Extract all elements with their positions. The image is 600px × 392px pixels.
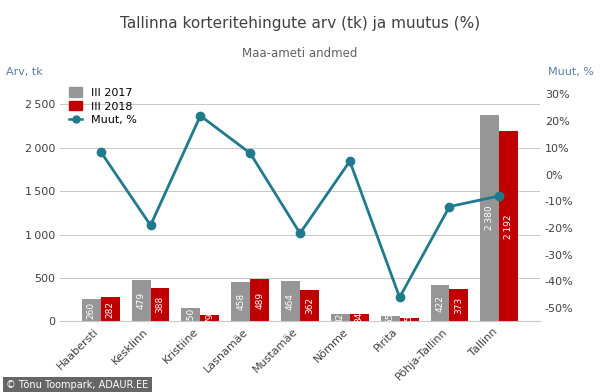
Muut, % — [296, 231, 304, 236]
Bar — [151, 288, 169, 321]
Muut, % — [197, 113, 204, 118]
Text: 422: 422 — [436, 295, 445, 312]
Text: 489: 489 — [255, 292, 264, 309]
Bar — [350, 314, 369, 321]
Text: 2 380: 2 380 — [485, 206, 494, 230]
Text: 82: 82 — [336, 312, 345, 323]
Text: 79: 79 — [205, 312, 214, 324]
Bar — [400, 318, 419, 321]
Text: 282: 282 — [106, 301, 115, 318]
Text: 458: 458 — [236, 293, 245, 310]
Text: 35: 35 — [404, 314, 413, 326]
Text: 373: 373 — [454, 297, 463, 314]
Text: 2 192: 2 192 — [504, 214, 513, 239]
Text: Tallinna korteritehingute arv (tk) ja muutus (%): Tallinna korteritehingute arv (tk) ja mu… — [120, 16, 480, 31]
Text: 84: 84 — [355, 312, 364, 323]
Bar — [499, 131, 518, 321]
Bar — [431, 285, 449, 321]
Bar — [181, 309, 200, 321]
Text: 150: 150 — [187, 306, 196, 323]
Legend: III 2017, III 2018, Muut, %: III 2017, III 2018, Muut, % — [65, 84, 140, 129]
Text: 479: 479 — [137, 292, 146, 309]
Text: 388: 388 — [155, 296, 164, 313]
Bar — [200, 315, 220, 321]
Text: 362: 362 — [305, 297, 314, 314]
Bar — [481, 115, 499, 321]
Bar — [101, 297, 119, 321]
Bar — [449, 289, 469, 321]
Bar — [331, 314, 350, 321]
Text: 65: 65 — [386, 313, 395, 324]
Text: Maa-ameti andmed: Maa-ameti andmed — [242, 47, 358, 60]
Bar — [380, 316, 400, 321]
Bar — [281, 281, 300, 321]
Muut, % — [147, 223, 154, 228]
Text: 464: 464 — [286, 293, 295, 310]
Line: Muut, %: Muut, % — [97, 112, 503, 301]
Muut, % — [446, 204, 453, 209]
Bar — [250, 279, 269, 321]
Bar — [131, 280, 151, 321]
Muut, % — [496, 194, 503, 198]
Muut, % — [396, 295, 403, 300]
Bar — [82, 299, 101, 321]
Muut, % — [346, 159, 353, 163]
Text: Muut, %: Muut, % — [548, 67, 594, 77]
Text: 260: 260 — [87, 301, 96, 319]
Text: © Tõnu Toompark, ADAUR.EE: © Tõnu Toompark, ADAUR.EE — [6, 380, 148, 390]
Bar — [231, 282, 250, 321]
Muut, % — [247, 151, 254, 156]
Bar — [300, 290, 319, 321]
Text: Arv, tk: Arv, tk — [6, 67, 43, 77]
Muut, % — [97, 149, 104, 154]
